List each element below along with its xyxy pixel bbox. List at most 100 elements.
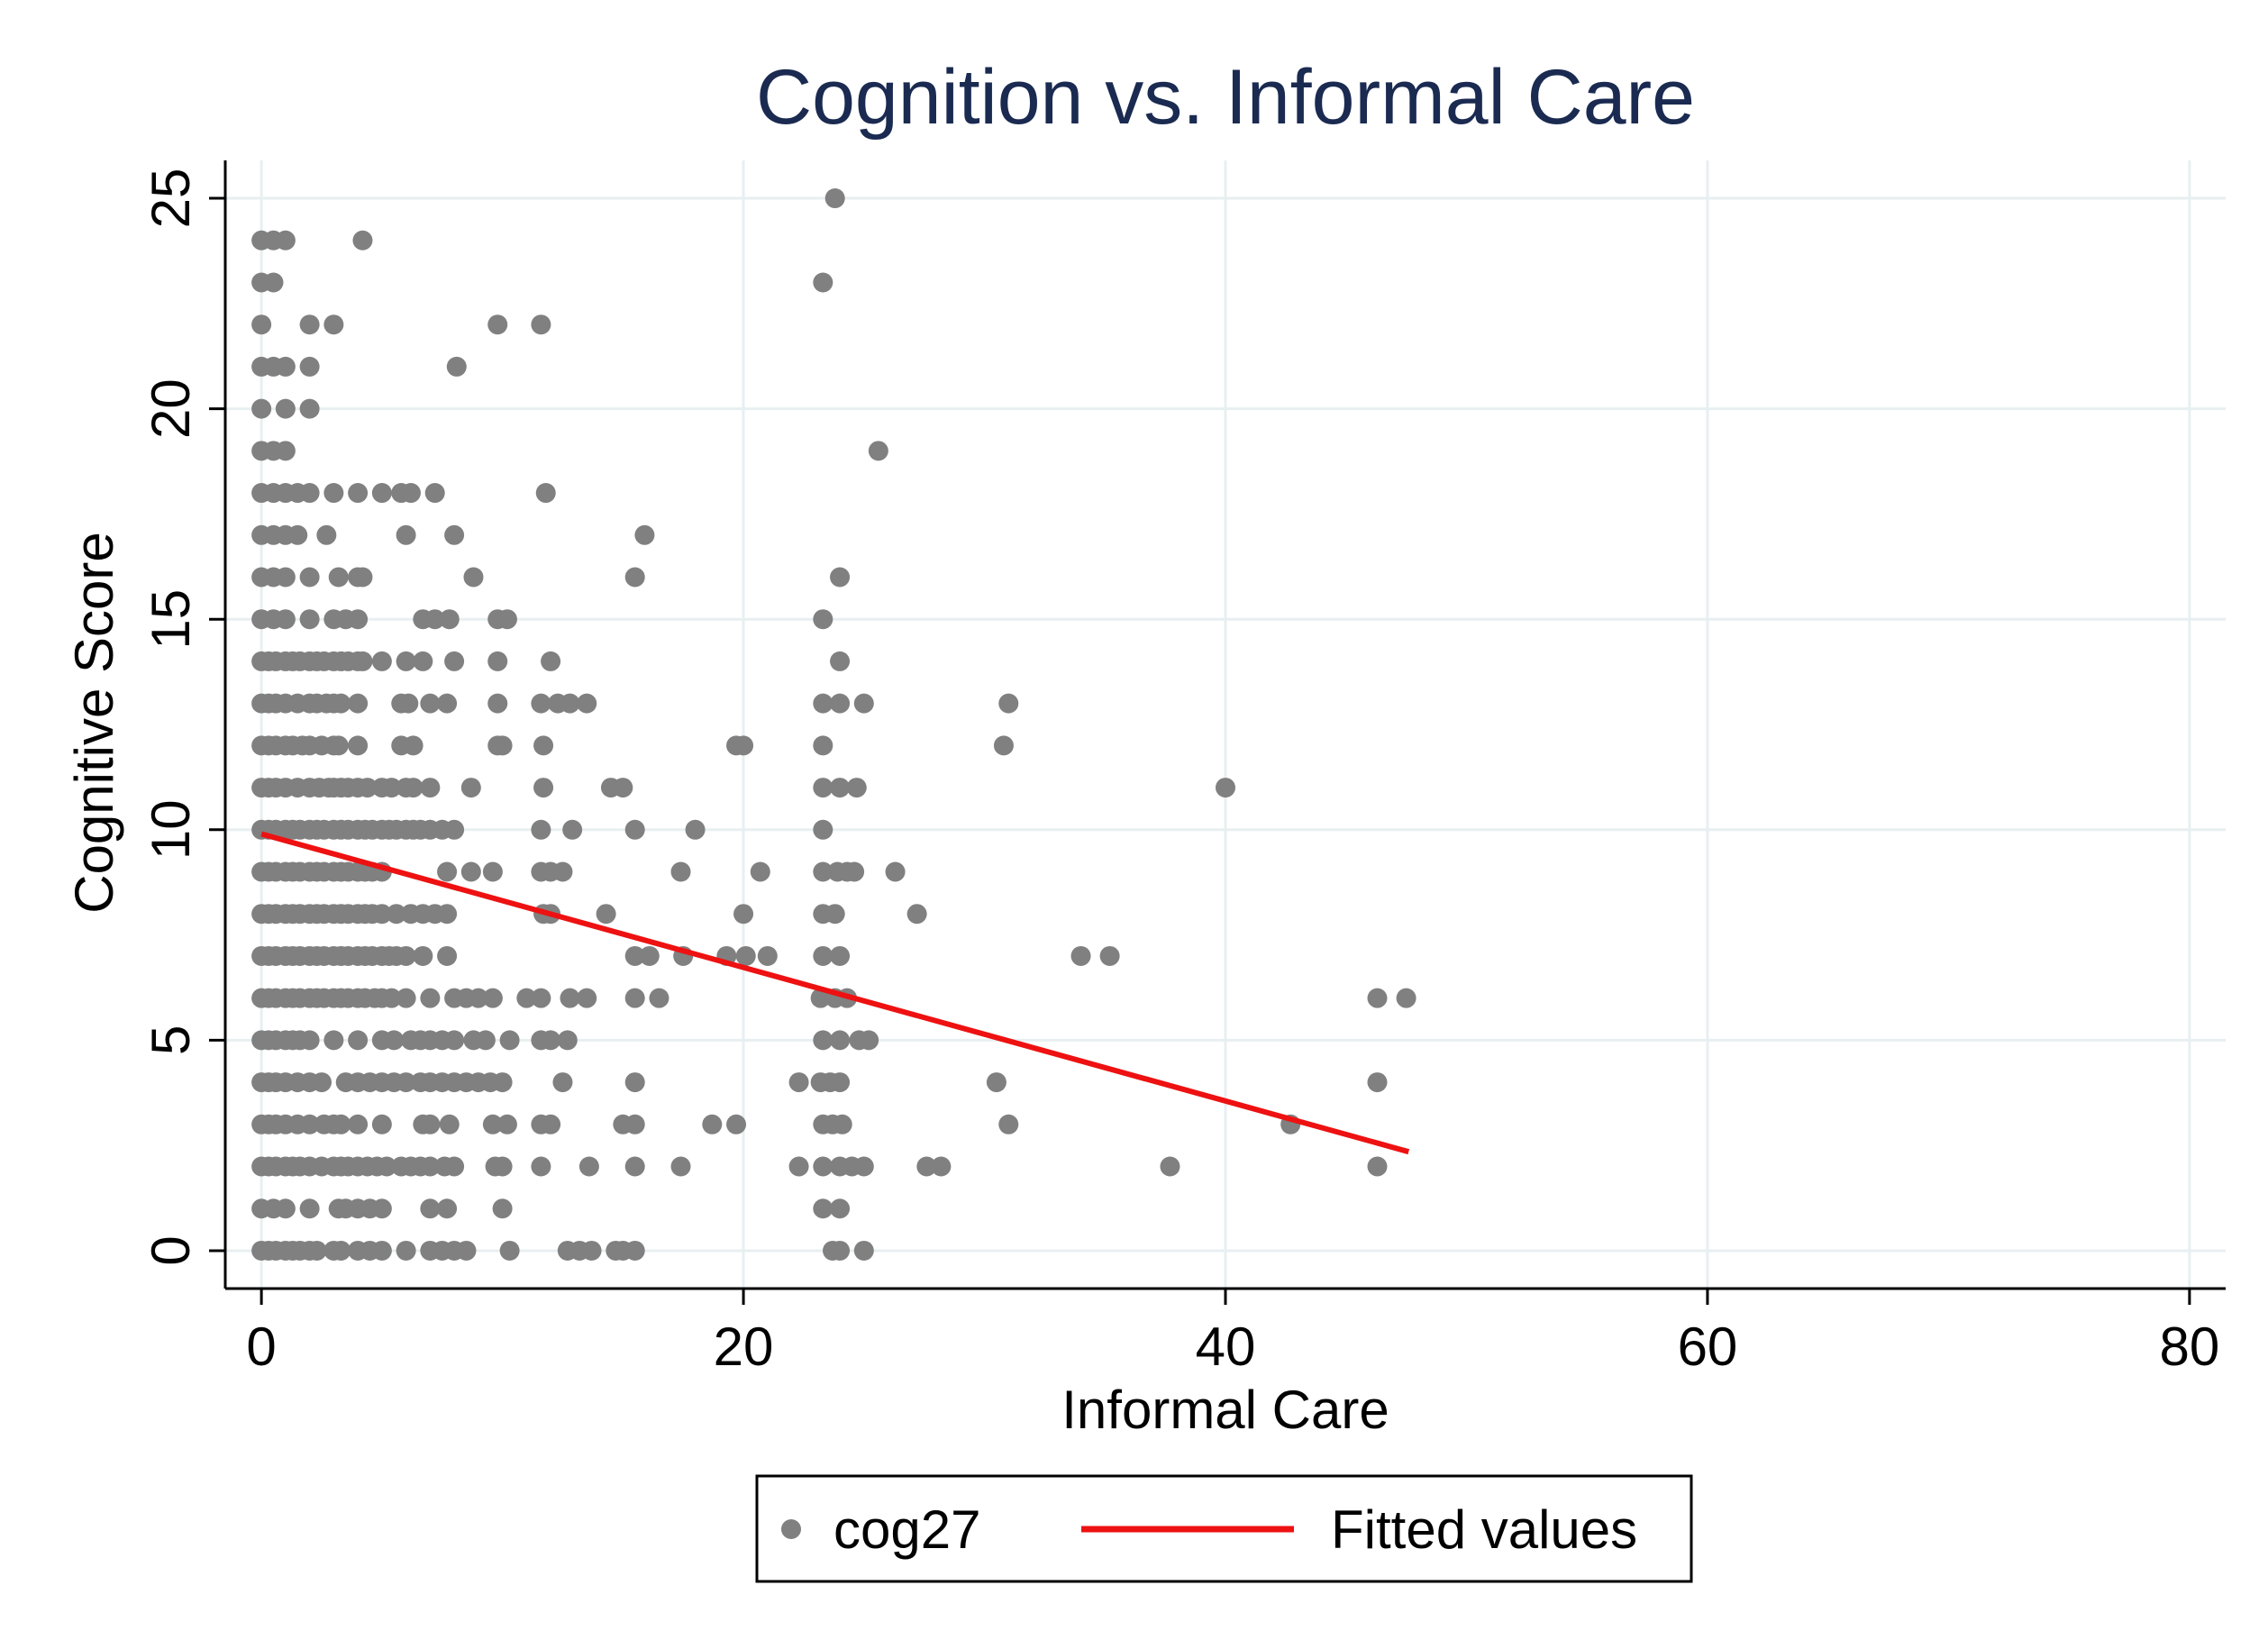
data-point [275, 441, 296, 461]
data-point [533, 778, 554, 798]
data-point [735, 945, 756, 966]
data-point [986, 1072, 1006, 1093]
x-axis-label: Informal Care [1061, 1380, 1389, 1440]
data-point [420, 778, 441, 798]
data-point [813, 778, 833, 798]
data-point [275, 398, 296, 419]
data-point [868, 441, 888, 461]
data-point [670, 1156, 691, 1177]
data-point [348, 1114, 369, 1134]
data-point [396, 945, 416, 966]
data-point [639, 945, 660, 966]
x-tick-label: 80 [2160, 1316, 2220, 1377]
data-point [420, 1114, 441, 1134]
y-tick-label: 15 [141, 589, 201, 650]
data-point [437, 693, 458, 714]
data-point [830, 778, 851, 798]
data-point [444, 524, 465, 545]
data-point [400, 483, 421, 504]
data-point [331, 1114, 351, 1134]
data-point [323, 314, 344, 335]
legend: cog27 Fitted values [755, 1474, 1693, 1583]
data-point [998, 1114, 1019, 1134]
data-point [906, 904, 927, 925]
data-point [299, 609, 320, 630]
data-point [357, 778, 378, 798]
data-point [396, 524, 416, 545]
data-point [482, 988, 503, 1008]
data-point [733, 735, 754, 756]
data-point [853, 1240, 874, 1261]
data-point [624, 945, 645, 966]
data-point [624, 1114, 645, 1134]
data-point [813, 1198, 833, 1219]
data-point [492, 1198, 513, 1219]
data-point [348, 1030, 369, 1051]
legend-label-cog27: cog27 [833, 1499, 980, 1560]
data-point [306, 1240, 327, 1261]
data-point [348, 735, 369, 756]
data-point [475, 1030, 496, 1051]
data-point [788, 1072, 809, 1093]
data-point [371, 1240, 392, 1261]
data-point [456, 1240, 477, 1261]
data-point [813, 609, 833, 630]
data-point [396, 988, 416, 1008]
x-tick-label: 60 [1678, 1316, 1738, 1377]
data-point [581, 1240, 602, 1261]
data-point [482, 861, 503, 882]
data-point [323, 483, 344, 504]
data-point [824, 904, 845, 925]
data-point [439, 609, 460, 630]
data-point [492, 1072, 513, 1093]
data-point [460, 861, 481, 882]
data-point [424, 483, 445, 504]
data-point [824, 188, 845, 209]
data-point [413, 945, 433, 966]
data-point [437, 1198, 458, 1219]
data-point [853, 1156, 874, 1177]
data-point [541, 1030, 561, 1051]
data-point [496, 1114, 517, 1134]
data-point [578, 1156, 599, 1177]
data-point [499, 1240, 520, 1261]
data-point [531, 693, 551, 714]
data-point [624, 1072, 645, 1093]
data-point [649, 988, 669, 1008]
data-point [275, 609, 296, 630]
data-point [541, 651, 561, 671]
data-point [331, 693, 351, 714]
data-point [437, 904, 458, 925]
data-point [482, 1114, 503, 1134]
data-point [702, 1114, 723, 1134]
legend-marker-cog27 [781, 1519, 801, 1539]
data-point [846, 778, 867, 798]
data-point [830, 1198, 851, 1219]
data-point [624, 819, 645, 840]
data-point [813, 735, 833, 756]
data-point [830, 945, 851, 966]
y-tick-label: 5 [141, 1025, 201, 1055]
data-point [403, 778, 424, 798]
data-point [562, 819, 583, 840]
data-point [398, 693, 419, 714]
data-point [830, 1240, 851, 1261]
data-point [492, 1156, 513, 1177]
data-point [328, 735, 349, 756]
data-point [552, 1072, 573, 1093]
data-point [1396, 988, 1416, 1008]
data-point [1160, 1156, 1180, 1177]
data-point [624, 1240, 645, 1261]
data-point [371, 904, 392, 925]
data-point [446, 356, 467, 377]
data-point [624, 988, 645, 1008]
data-point [299, 567, 320, 588]
data-point [560, 988, 580, 1008]
y-tick-label: 10 [141, 799, 201, 860]
data-point [420, 988, 441, 1008]
data-point [413, 651, 433, 671]
data-point [377, 1156, 397, 1177]
data-point [384, 1030, 405, 1051]
data-points [251, 188, 1416, 1261]
